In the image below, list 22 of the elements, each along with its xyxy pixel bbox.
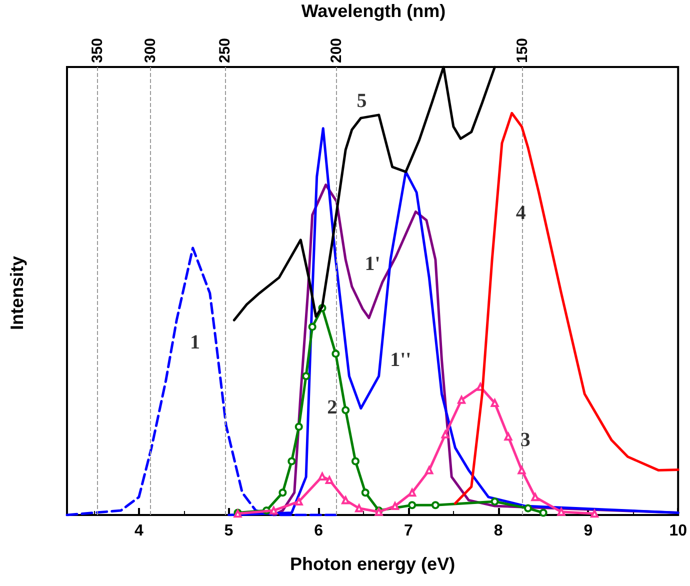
annotation: 4 xyxy=(516,202,526,224)
text: 300 xyxy=(142,38,160,63)
x-tick-label: 5 xyxy=(224,522,234,540)
annotation: 1'' xyxy=(390,348,412,371)
annotation: 2 xyxy=(327,396,338,418)
x-tick-label: 9 xyxy=(584,522,593,540)
text: 350 xyxy=(89,38,106,63)
text: 150 xyxy=(514,38,532,63)
annotation: 1 xyxy=(190,332,200,354)
x-tick-label: 6 xyxy=(314,522,324,540)
x-axis-title: Photon energy (eV) xyxy=(290,554,456,574)
x-tick-label: 4 xyxy=(134,522,144,540)
x-tick-label: 10 xyxy=(669,522,688,540)
annotation: 3 xyxy=(520,429,530,452)
text: Wavelength (nm) xyxy=(301,1,446,21)
x-tick-label: 8 xyxy=(494,522,503,540)
text: 250 xyxy=(216,38,234,63)
x-tick-label: 7 xyxy=(404,522,414,540)
y-axis-title: Intensity xyxy=(7,256,27,330)
annotation: 1' xyxy=(364,253,380,276)
annotation: 5 xyxy=(356,90,367,112)
text: 200 xyxy=(328,38,346,63)
